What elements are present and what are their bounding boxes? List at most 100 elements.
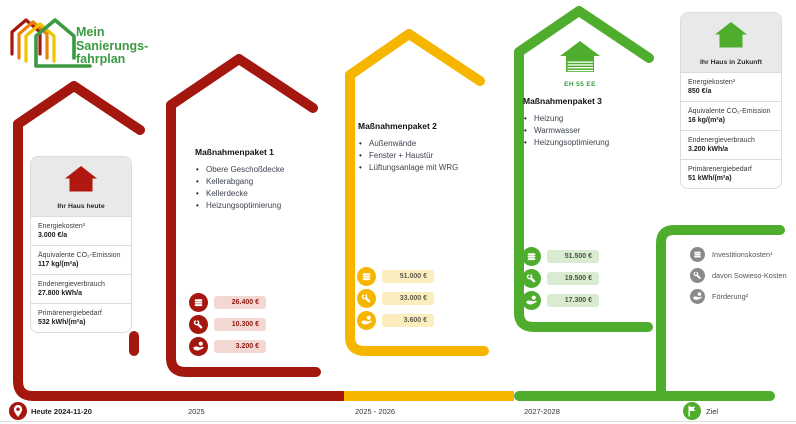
- house-icon-red: [65, 166, 97, 192]
- timeline-label-goal: Ziel: [706, 407, 719, 416]
- house-today-card: Ihr Haus heute Energiekosten³ 3.000 €/a …: [30, 156, 132, 334]
- legend-row-sowieso: davon Sowieso-Kosten: [690, 268, 787, 283]
- stat-value: 850 €/a: [688, 88, 712, 96]
- stat-final-energy: Endenergieverbrauch 27.800 kWh/a: [31, 274, 131, 303]
- house-future-card-header: Ihr Haus in Zukunft: [681, 13, 781, 72]
- stat-label: Endenergieverbrauch: [38, 281, 105, 289]
- stat-label: Primärenergiebedarf: [688, 166, 752, 174]
- measure-item: Lüftungsanlage mit WRG: [358, 162, 480, 174]
- stat-final-energy: Endenergieverbrauch 3.200 kWh/a: [681, 130, 781, 159]
- efficiency-house-badge: EH 55 EE: [545, 40, 615, 88]
- measure-item: Kellerdecke: [195, 188, 320, 200]
- wrench-icon: [189, 315, 208, 334]
- legend-row-investment: Investitionskosten¹: [690, 247, 787, 262]
- wrench-icon: [357, 289, 376, 308]
- stat-value: 3.200 kWh/a: [688, 146, 729, 154]
- cost-value: 26.400 €: [214, 296, 266, 309]
- measure-list: Heizung Warmwasser Heizungsoptimierung: [523, 113, 648, 149]
- wrench-icon: [522, 269, 541, 288]
- measure-item: Außenwände: [358, 138, 480, 150]
- logo-line: fahrplan: [76, 52, 126, 66]
- coins-icon: [522, 247, 541, 266]
- target-step-line: [656, 225, 785, 398]
- legend-label: Investitionskosten¹: [712, 250, 773, 259]
- measure-list: Außenwände Fenster + Haustür Lüftungsanl…: [358, 138, 480, 174]
- cost-value: 3.200 €: [214, 340, 266, 353]
- logo-text: Mein Sanierungs- fahrplan: [76, 25, 148, 67]
- stat-value: 27.800 kWh/a: [38, 290, 82, 298]
- stat-label: Äquivalente CO₂-Emission: [688, 108, 771, 116]
- package-1-block: Maßnahmenpaket 1 Obere Geschoßdecke Kell…: [195, 147, 320, 212]
- cost-row-subsidy: 17.300 €: [522, 291, 599, 310]
- stat-co2-emission: Äquivalente CO₂-Emission 117 kg/(m²a): [31, 245, 131, 274]
- coins-icon: [690, 247, 705, 262]
- cost-value: 3.600 €: [382, 314, 434, 327]
- stat-label: Energiekosten³: [38, 223, 86, 230]
- stat-value: 51 kWh/(m²a): [688, 175, 732, 183]
- cost-row-sowieso: 10.300 €: [189, 315, 266, 334]
- cost-value: 17.300 €: [547, 294, 599, 307]
- stat-label: Äquivalente CO₂-Emission: [38, 252, 121, 260]
- stat-value: 117 kg/(m²a): [38, 261, 79, 269]
- cost-legend: Investitionskosten¹ davon Sowieso-Kosten…: [690, 247, 787, 310]
- measure-item: Fenster + Haustür: [358, 150, 480, 162]
- stat-value: 3.000 €/a: [38, 232, 68, 240]
- timeline-label-today: Heute 2024-11-20: [31, 407, 92, 416]
- coins-icon: [189, 293, 208, 312]
- legend-label: davon Sowieso-Kosten: [712, 271, 787, 280]
- measure-item: Heizung: [523, 113, 648, 125]
- package-title: Maßnahmenpaket 3: [523, 96, 602, 106]
- package-title: Maßnahmenpaket 2: [358, 121, 437, 131]
- cost-row-subsidy: 3.200 €: [189, 337, 266, 356]
- cost-row-investment: 26.400 €: [189, 293, 266, 312]
- measure-item: Kellerabgang: [195, 176, 320, 188]
- efficiency-house-icon: [560, 41, 600, 72]
- package-2-block: Maßnahmenpaket 2 Außenwände Fenster + Ha…: [358, 121, 480, 174]
- location-pin-icon: [9, 402, 27, 424]
- package-2-costs: 51.000 € 33.000 € 3.600 €: [357, 267, 434, 330]
- house-package3-outline: [514, 6, 654, 332]
- cost-row-sowieso: 19.500 €: [522, 269, 599, 288]
- page-bottom-divider: [0, 421, 796, 422]
- stat-primary-energy: Primärenergiebedarf 532 kWh/(m²a): [31, 303, 131, 332]
- cost-row-sowieso: 33.000 €: [357, 289, 434, 308]
- coins-icon: [357, 267, 376, 286]
- package-3-block: Maßnahmenpaket 3 Heizung Warmwasser Heiz…: [523, 96, 648, 149]
- measure-list: Obere Geschoßdecke Kellerabgang Kellerde…: [195, 164, 320, 212]
- house-package2-outline: [345, 29, 489, 356]
- efficiency-house-label: EH 55 EE: [564, 81, 596, 88]
- logo-houses-icon: [10, 18, 92, 68]
- stat-energy-costs: Energiekosten³ 850 €/a: [681, 72, 781, 101]
- measure-item: Warmwasser: [523, 125, 648, 137]
- logo-line: Mein: [76, 25, 105, 39]
- hand-coin-icon: [357, 311, 376, 330]
- stat-value: 532 kWh/(m²a): [38, 319, 86, 327]
- cost-value: 51.500 €: [547, 250, 599, 263]
- stat-value: 16 kg/(m²a): [688, 117, 725, 125]
- card-title: Ihr Haus heute: [57, 203, 105, 210]
- stat-label: Endenergieverbrauch: [688, 137, 755, 145]
- timeline-label-period: 2027-2028: [524, 407, 560, 416]
- cost-row-investment: 51.500 €: [522, 247, 599, 266]
- package-3-costs: 51.500 € 19.500 € 17.300 €: [522, 247, 599, 310]
- stat-energy-costs: Energiekosten³ 3.000 €/a: [31, 216, 131, 245]
- wrench-icon: [690, 268, 705, 283]
- timeline-label-period: 2025: [188, 407, 205, 416]
- stat-label: Primärenergiebedarf: [38, 310, 102, 318]
- cost-value: 33.000 €: [382, 292, 434, 305]
- stat-co2-emission: Äquivalente CO₂-Emission 16 kg/(m²a): [681, 101, 781, 130]
- cost-row-subsidy: 3.600 €: [357, 311, 434, 330]
- house-package1-outline: [166, 54, 321, 377]
- measure-item: Heizungsoptimierung: [195, 200, 320, 212]
- stat-label: Energiekosten³: [688, 79, 736, 86]
- cost-row-investment: 51.000 €: [357, 267, 434, 286]
- hand-coin-icon: [522, 291, 541, 310]
- measure-item: Heizungsoptimierung: [523, 137, 648, 149]
- legend-label: Förderung²: [712, 292, 749, 301]
- logo: Mein Sanierungs- fahrplan: [4, 6, 214, 80]
- legend-row-subsidy: Förderung²: [690, 289, 787, 304]
- card-title: Ihr Haus in Zukunft: [700, 59, 762, 66]
- house-today-card-header: Ihr Haus heute: [31, 157, 131, 216]
